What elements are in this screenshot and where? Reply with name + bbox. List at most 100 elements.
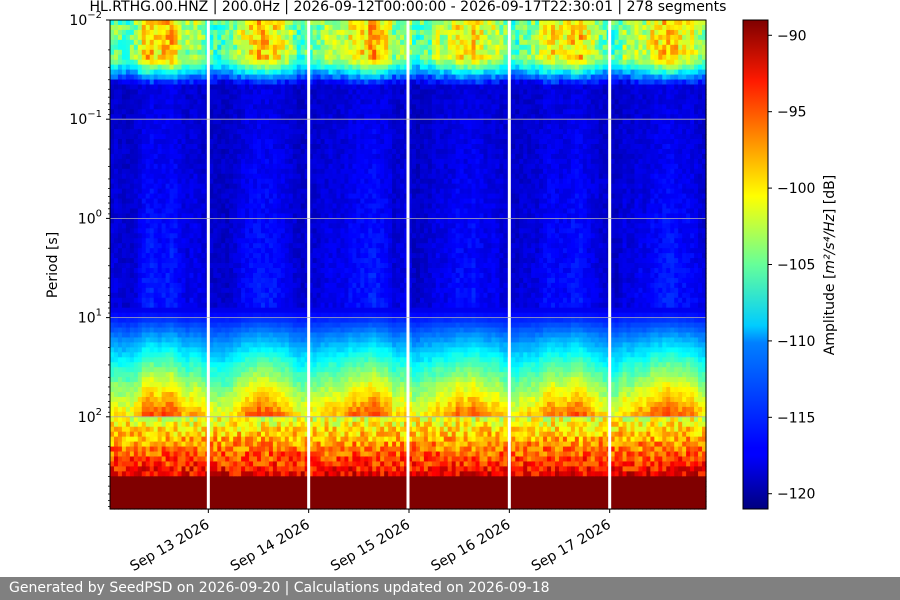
heatmap-cell	[221, 486, 226, 492]
heatmap-cell	[189, 297, 195, 304]
heatmap-cell	[177, 79, 183, 86]
heatmap-cell	[233, 248, 238, 254]
heatmap-cell	[288, 188, 294, 195]
heatmap-cell	[276, 114, 282, 120]
heatmap-cell	[153, 144, 159, 150]
heatmap-cell	[157, 153, 163, 160]
heatmap-cell	[149, 24, 155, 31]
heatmap-cell	[157, 506, 163, 510]
heatmap-cell	[300, 208, 306, 215]
heatmap-cell	[137, 481, 143, 487]
heatmap-cell	[264, 332, 270, 339]
heatmap-cell	[280, 406, 286, 413]
heatmap-cell	[197, 178, 202, 185]
heatmap-cell	[133, 124, 139, 130]
heatmap-cell	[181, 268, 187, 274]
heatmap-cell	[145, 218, 151, 224]
heatmap-cell	[133, 406, 139, 413]
heatmap-cell	[113, 466, 119, 472]
heatmap-cell	[197, 367, 202, 373]
heatmap-cell	[129, 153, 135, 160]
heatmap-cell	[181, 277, 187, 284]
heatmap-cell	[209, 466, 214, 472]
heatmap-cell	[292, 446, 298, 453]
heatmap-cell	[161, 302, 167, 309]
heatmap-cell	[121, 24, 127, 31]
heatmap-cell	[237, 352, 242, 358]
heatmap-cell	[137, 268, 143, 274]
heatmap-cell	[257, 461, 262, 467]
heatmap-cell	[300, 109, 306, 115]
heatmap-cell	[221, 451, 226, 458]
heatmap-cell	[113, 282, 119, 289]
heatmap-cell	[145, 352, 151, 358]
heatmap-cell	[177, 441, 183, 448]
heatmap-cell	[137, 144, 143, 150]
heatmap-cell	[300, 362, 306, 368]
heatmap-cell	[260, 248, 266, 254]
heatmap-cell	[217, 24, 222, 31]
heatmap-cell	[280, 144, 286, 150]
heatmap-cell	[225, 163, 230, 170]
heatmap-cell	[268, 208, 274, 215]
heatmap-cell	[217, 392, 222, 398]
heatmap-cell	[110, 29, 115, 36]
heatmap-cell	[209, 253, 214, 259]
heatmap-cell	[153, 148, 159, 155]
heatmap-cell	[284, 441, 290, 448]
heatmap-cell	[280, 263, 286, 269]
heatmap-cell	[117, 233, 123, 239]
heatmap-cell	[209, 496, 214, 502]
heatmap-cell	[213, 39, 218, 46]
heatmap-cell	[137, 119, 143, 125]
heatmap-cell	[213, 396, 218, 403]
heatmap-cell	[141, 292, 147, 299]
heatmap-cell	[129, 377, 135, 383]
heatmap-cell	[296, 451, 302, 458]
heatmap-cell	[217, 307, 222, 314]
heatmap-cell	[264, 213, 270, 219]
heatmap-cell	[169, 501, 175, 507]
heatmap-cell	[217, 208, 222, 215]
heatmap-cell	[229, 451, 234, 458]
heatmap-cell	[257, 79, 262, 86]
heatmap-cell	[280, 411, 286, 418]
heatmap-cell	[217, 491, 222, 497]
heatmap-cell	[169, 431, 175, 438]
heatmap-cell	[137, 163, 143, 170]
heatmap-cell	[173, 406, 179, 413]
heatmap-cell	[153, 491, 159, 497]
heatmap-cell	[221, 193, 226, 200]
heatmap-cell	[185, 411, 191, 418]
heatmap-cell	[304, 44, 310, 51]
heatmap-cell	[233, 24, 238, 31]
heatmap-cell	[245, 342, 250, 348]
heatmap-cell	[145, 248, 151, 254]
heatmap-cell	[308, 74, 314, 81]
heatmap-cell	[245, 312, 250, 319]
heatmap-cell	[169, 54, 175, 61]
heatmap-cell	[264, 421, 270, 428]
heatmap-cell	[249, 451, 254, 458]
heatmap-cell	[276, 322, 282, 329]
heatmap-cell	[272, 272, 278, 279]
heatmap-cell	[288, 258, 294, 264]
heatmap-cell	[268, 134, 274, 140]
heatmap-cell	[110, 486, 115, 492]
heatmap-cell	[129, 312, 135, 319]
heatmap-cell	[276, 421, 282, 428]
heatmap-cell	[113, 158, 119, 165]
heatmap-cell	[165, 292, 171, 299]
heatmap-cell	[213, 69, 218, 76]
heatmap-cell	[217, 362, 222, 368]
heatmap-cell	[173, 44, 179, 51]
heatmap-cell	[296, 124, 302, 130]
heatmap-cell	[233, 243, 238, 249]
heatmap-cell	[121, 441, 127, 448]
heatmap-cell	[125, 491, 131, 497]
heatmap-cell	[284, 228, 290, 234]
heatmap-cell	[233, 392, 238, 398]
heatmap-cell	[276, 153, 282, 160]
heatmap-cell	[185, 64, 191, 71]
heatmap-cell	[249, 99, 254, 105]
